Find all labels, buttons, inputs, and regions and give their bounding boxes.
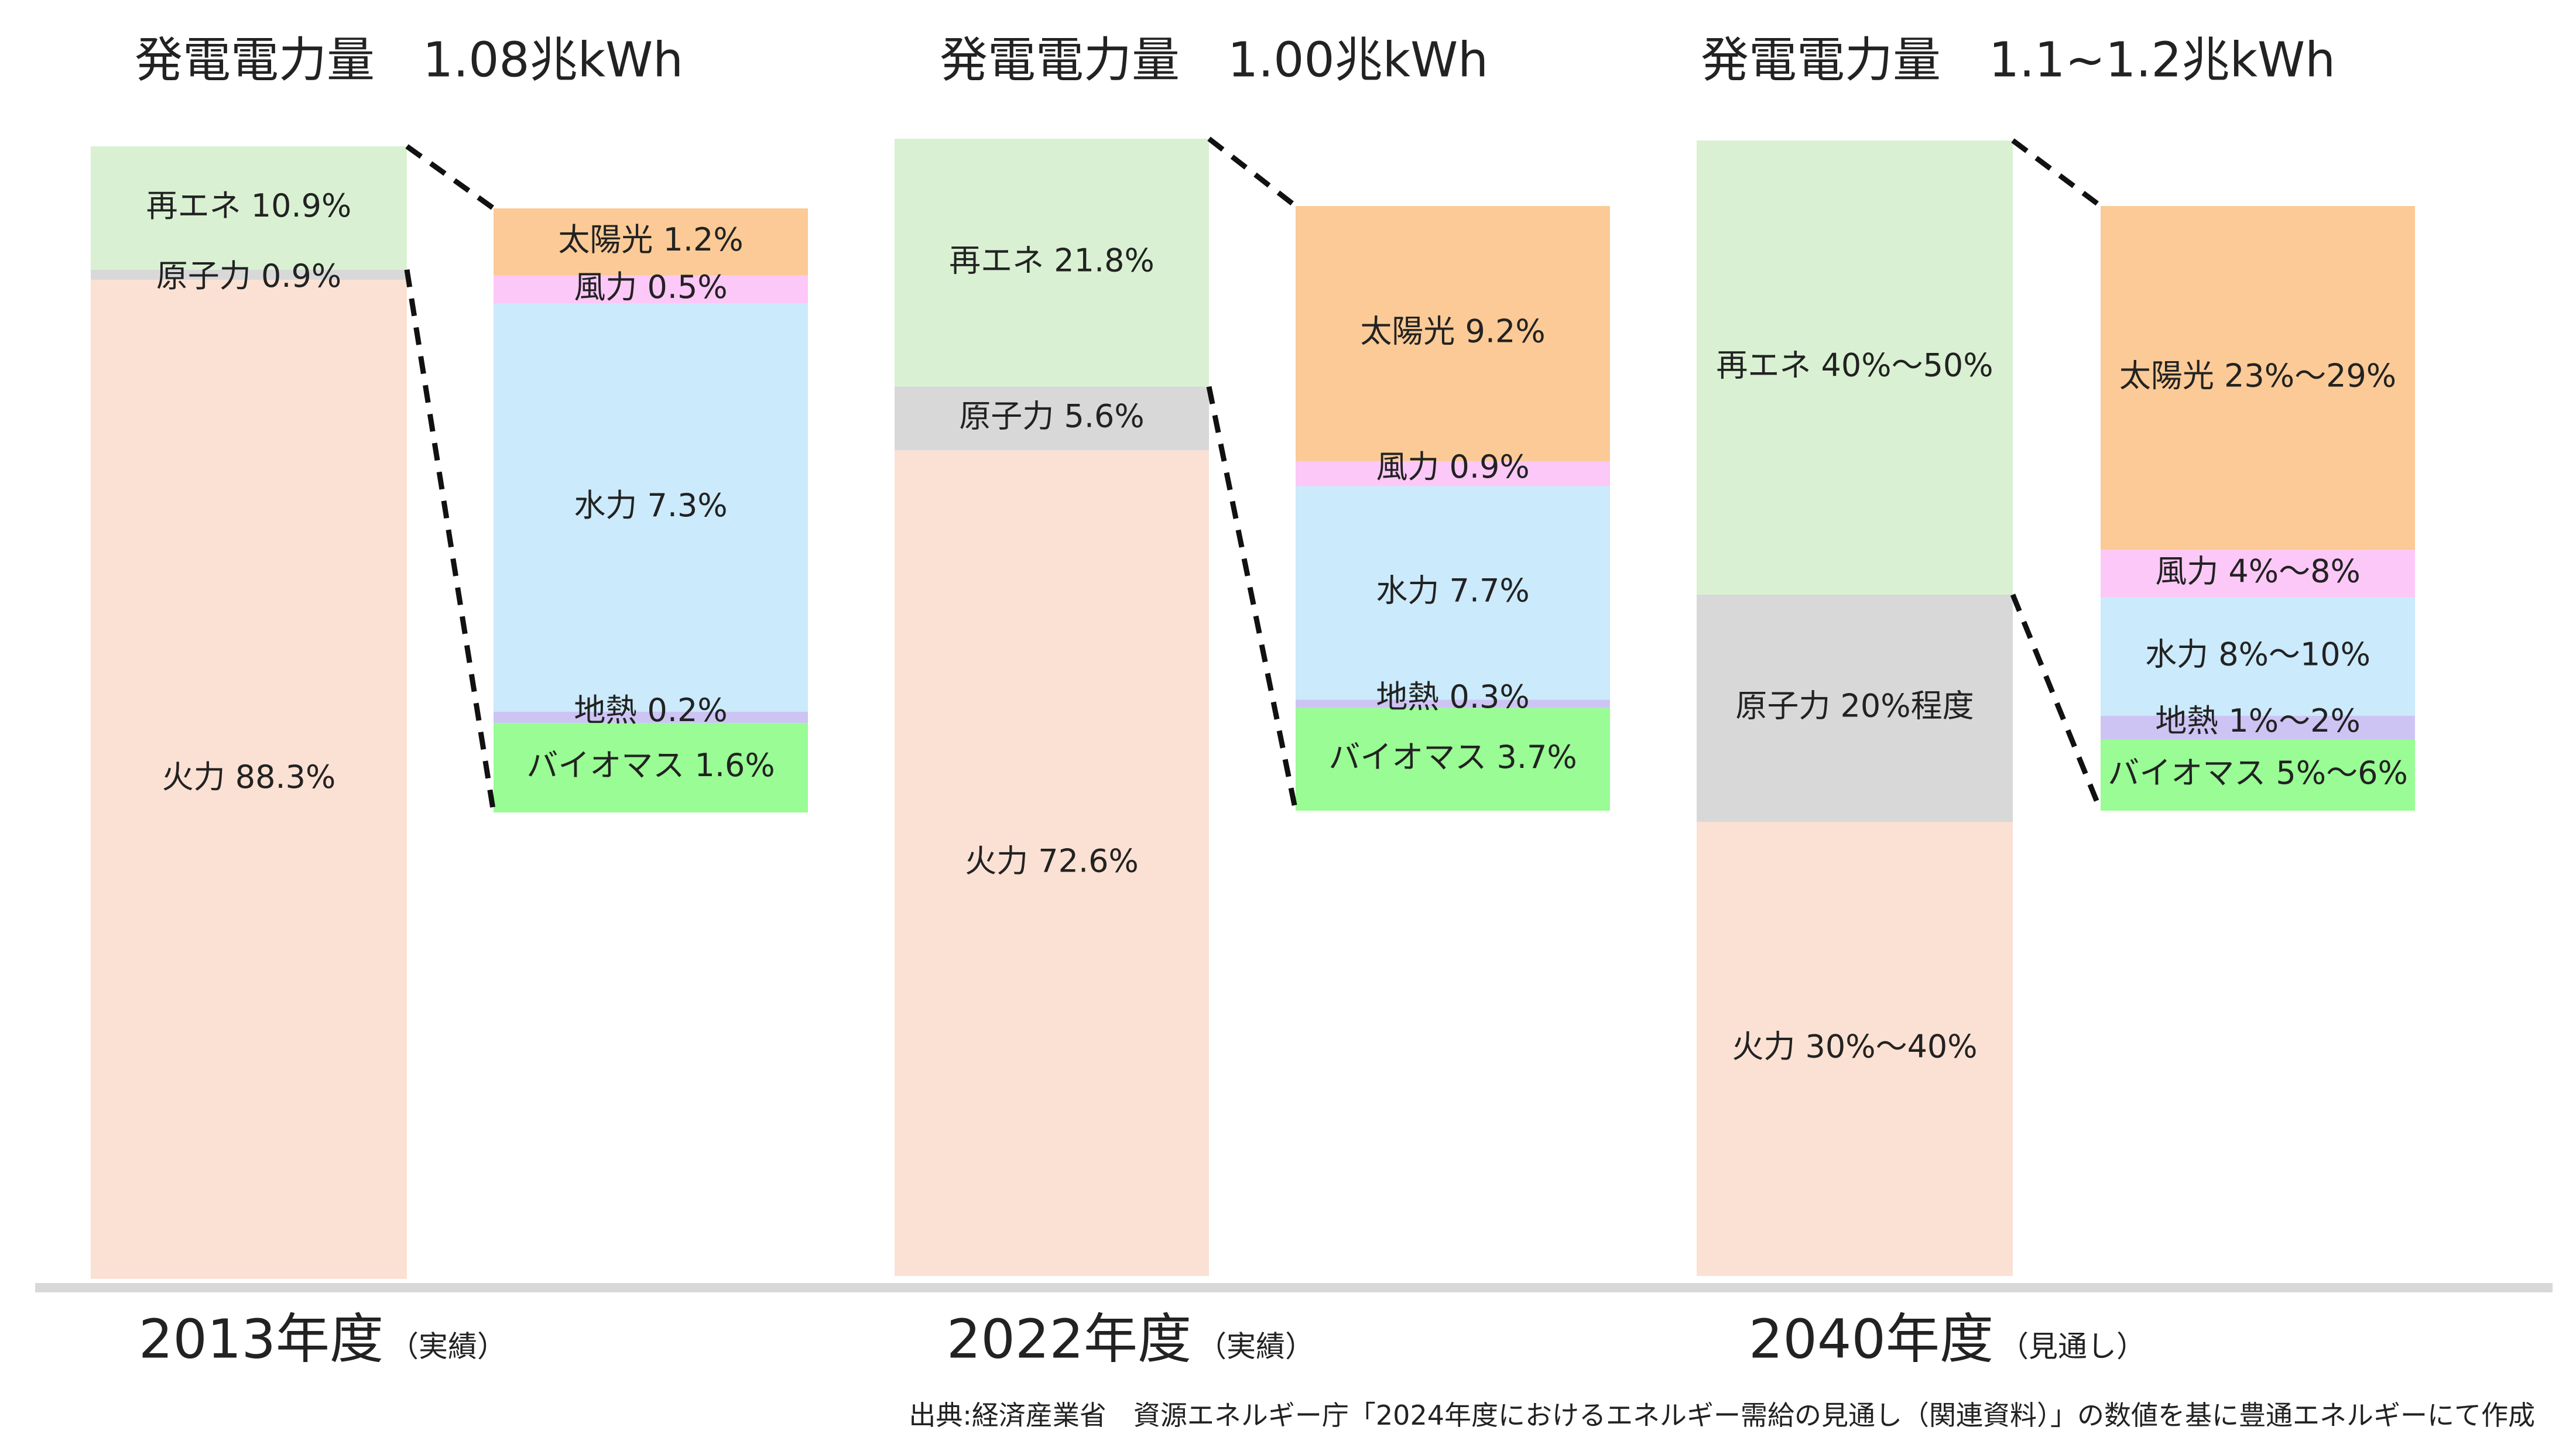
breakdown-segment-label: バイオマス 1.6% xyxy=(526,747,775,784)
main-segment-label: 火力 72.6% xyxy=(965,842,1139,879)
year-note: （実績） xyxy=(389,1330,506,1364)
year-note: （実績） xyxy=(1197,1330,1314,1364)
year-label: 2013年度 xyxy=(139,1308,383,1370)
breakdown-segment-label: 地熱 1%〜2% xyxy=(2155,702,2361,739)
baseline-rule xyxy=(35,1283,2553,1292)
main-segment-再エネ xyxy=(91,146,407,270)
year-note: （見通し） xyxy=(1999,1330,2146,1364)
group-title: 発電電力量 1.08兆kWh xyxy=(135,32,683,88)
main-segment-label: 原子力 0.9% xyxy=(156,258,341,294)
breakdown-segment-水力 xyxy=(1296,486,1610,700)
main-segment-原子力 xyxy=(1697,595,2013,822)
main-segment-原子力 xyxy=(91,269,407,280)
year-label: 2022年度 xyxy=(947,1308,1191,1370)
breakdown-segment-label: 太陽光 9.2% xyxy=(1360,313,1545,350)
breakdown-segment-バイオマス xyxy=(2101,739,2415,811)
breakdown-segment-label: 水力 7.3% xyxy=(574,487,727,524)
main-segment-火力 xyxy=(1697,822,2013,1276)
main-segment-再エネ xyxy=(1697,140,2013,595)
main-segment-label: 原子力 20%程度 xyxy=(1735,688,1974,725)
breakdown-segment-太陽光 xyxy=(2101,206,2415,550)
breakdown-segment-label: 太陽光 23%〜29% xyxy=(2119,357,2396,394)
breakdown-segment-太陽光 xyxy=(494,208,808,276)
labels-layer: 発電電力量 1.08兆kWh 再エネ 10.9% 原子力 0.9% 火力 88.3% 太… xyxy=(135,32,2408,1370)
breakdown-segment-地熱 xyxy=(494,712,808,723)
group-title: 発電電力量 1.00兆kWh xyxy=(940,32,1488,88)
breakdown-segment-地熱 xyxy=(2101,715,2415,740)
breakdown-segment-太陽光 xyxy=(1296,206,1610,461)
main-segment-再エネ xyxy=(895,139,1209,387)
breakdown-segment-label: バイオマス 5%〜6% xyxy=(2108,754,2408,791)
main-segment-label: 再エネ 10.9% xyxy=(146,187,352,224)
breakdown-segment-風力 xyxy=(2101,550,2415,598)
breakdown-segment-label: 風力 4%〜8% xyxy=(2155,553,2361,590)
main-segment-原子力 xyxy=(895,386,1209,451)
breakdown-segment-label: 地熱 0.2% xyxy=(574,692,727,729)
source-note: 出典:経済産業省 資源エネルギー庁「2024年度におけるエネルギー需給の見通し（… xyxy=(909,1399,2535,1431)
bars-layer xyxy=(91,139,2415,1279)
breakdown-segment-label: 風力 0.9% xyxy=(1376,448,1529,485)
connector-line-top xyxy=(1207,136,1297,208)
breakdown-segment-label: 風力 0.5% xyxy=(574,269,727,306)
breakdown-segment-label: 水力 7.7% xyxy=(1376,572,1529,609)
main-segment-label: 原子力 5.6% xyxy=(959,398,1144,435)
main-segment-label: 火力 88.3% xyxy=(162,759,336,795)
breakdown-segment-風力 xyxy=(494,275,808,304)
connector-line-top xyxy=(2011,138,2102,208)
breakdown-segment-バイオマス xyxy=(494,723,808,812)
breakdown-segment-水力 xyxy=(2101,597,2415,716)
main-segment-火力 xyxy=(91,280,407,1279)
year-label: 2040年度 xyxy=(1749,1308,1993,1370)
breakdown-segment-label: 水力 8%〜10% xyxy=(2145,636,2371,673)
connector-line-bottom xyxy=(404,269,496,813)
main-segment-火力 xyxy=(895,450,1209,1276)
breakdown-segment-水力 xyxy=(494,303,808,712)
main-segment-label: 再エネ 40%〜50% xyxy=(1716,347,1993,384)
breakdown-segment-label: バイオマス 3.7% xyxy=(1328,739,1577,776)
group-title: 発電電力量 1.1~1.2兆kWh xyxy=(1701,32,2335,88)
main-segment-label: 再エネ 21.8% xyxy=(949,242,1155,279)
breakdown-segment-バイオマス xyxy=(1296,708,1610,811)
breakdown-segment-地熱 xyxy=(1296,699,1610,708)
connector-line-bottom xyxy=(2010,594,2104,812)
breakdown-segment-風力 xyxy=(1296,461,1610,486)
breakdown-segment-label: 太陽光 1.2% xyxy=(558,221,743,258)
main-segment-label: 火力 30%〜40% xyxy=(1732,1028,1977,1065)
connector-line-bottom xyxy=(1206,386,1299,811)
connector-line-top xyxy=(405,144,495,211)
breakdown-segment-label: 地熱 0.3% xyxy=(1376,678,1529,715)
